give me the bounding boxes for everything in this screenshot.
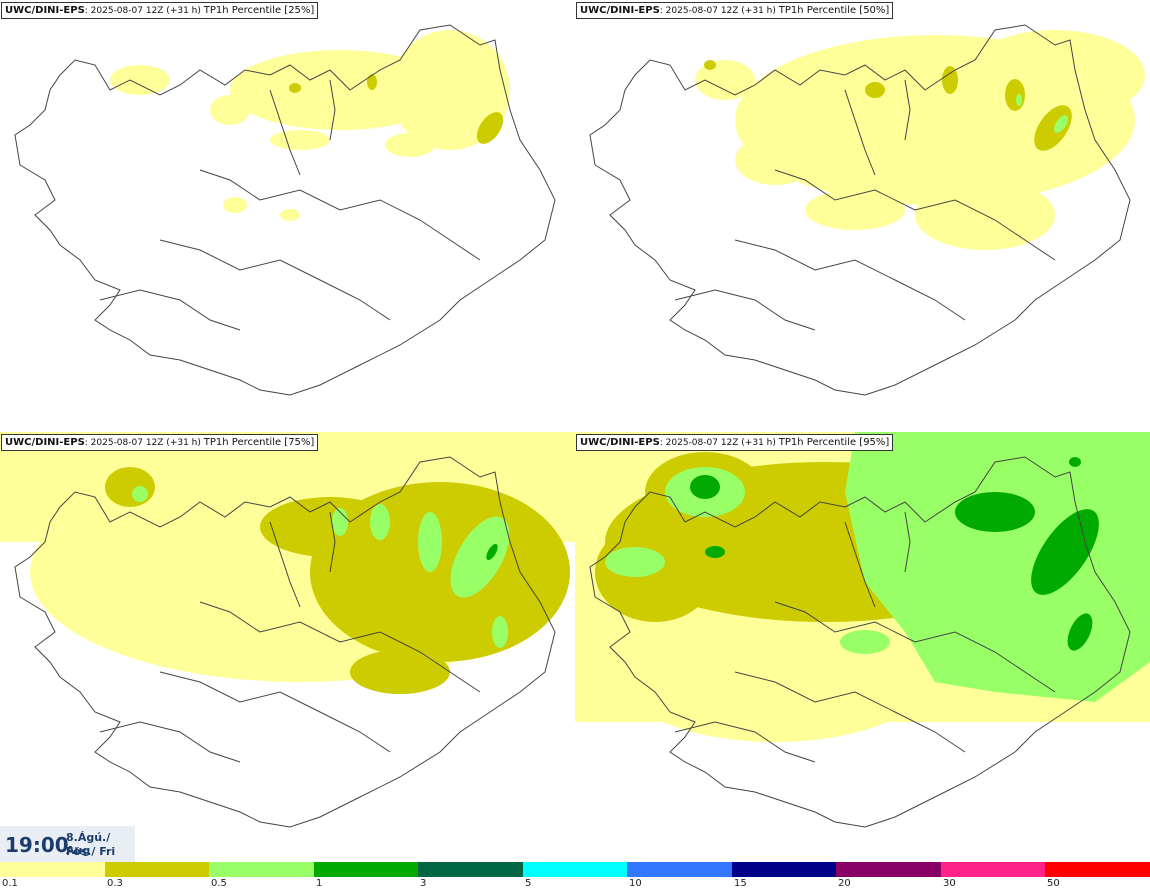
panel-title: UWC/DINI-EPS: 2025-08-07 12Z (+31 h) TP1… [1,2,319,19]
legend-label: 30 [943,878,956,889]
precip-map-95 [575,432,1150,828]
map-panel-95: UWC/DINI-EPS: 2025-08-07 12Z (+31 h) TP1… [575,432,1150,864]
legend-label: 1 [316,878,323,889]
legend-swatch [104,862,210,877]
legend-label: 15 [734,878,747,889]
precip-dark-green-areas [486,543,498,561]
valid-day: Fös./ Fri [66,845,116,858]
legend-swatch [418,862,523,877]
map-panel-75: UWC/DINI-EPS: 2025-08-07 12Z (+31 h) TP1… [0,432,575,864]
legend-label: 0.3 [107,878,123,889]
valid-date: 8.Ágú./ Aug [66,831,111,857]
panel-title: UWC/DINI-EPS: 2025-08-07 12Z (+31 h) TP1… [576,434,894,451]
precip-olive-areas [289,74,504,144]
legend-swatch [627,862,732,877]
legend-swatch [0,862,105,877]
iceland-outline [589,456,1131,828]
precip-map-75 [0,432,575,828]
map-panel-50: UWC/DINI-EPS: 2025-08-07 12Z (+31 h) TP1… [575,0,1150,432]
color-legend: 0.1 0.3 0.5 1 3 5 10 15 20 30 50 [0,862,1150,891]
legend-label: 5 [525,878,532,889]
legend-swatch [940,862,1046,877]
precip-light-areas [110,30,510,221]
legend-label: 0.5 [211,878,227,889]
legend-label: 10 [629,878,642,889]
valid-time-box: 19:00 8.Ágú./ Aug Fös./ Fri [0,826,135,862]
legend-color-bar [0,862,1150,877]
iceland-outline [14,24,556,396]
precip-map-50 [589,24,1145,396]
precip-green-areas [1016,94,1069,133]
legend-swatch [313,862,419,877]
precip-green-areas [132,486,510,648]
legend-label: 3 [420,878,427,889]
precip-light-areas [695,30,1145,250]
legend-swatch [1045,862,1150,877]
map-panel-25: UWC/DINI-EPS: 2025-08-07 12Z (+31 h) TP1… [0,0,575,432]
iceland-outline [14,456,556,828]
precip-map-25 [14,24,556,396]
legend-label: 0.1 [2,878,18,889]
legend-swatch [731,862,837,877]
legend-swatch [836,862,941,877]
legend-label: 20 [838,878,851,889]
legend-swatch [522,862,628,877]
legend-label: 50 [1047,878,1060,889]
iceland-outline [589,24,1131,396]
legend-swatch [209,862,314,877]
panel-title: UWC/DINI-EPS: 2025-08-07 12Z (+31 h) TP1… [576,2,894,19]
panel-title: UWC/DINI-EPS: 2025-08-07 12Z (+31 h) TP1… [1,434,319,451]
valid-time-clock: 19:00 [5,833,69,857]
